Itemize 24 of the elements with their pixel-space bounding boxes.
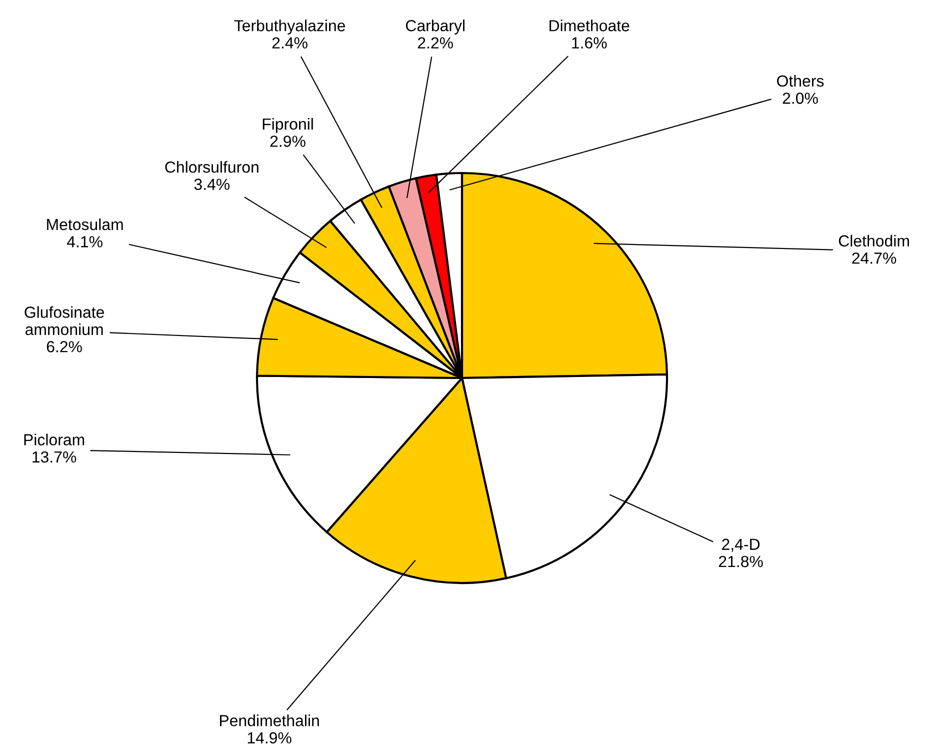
slice-label: Others [777,74,824,87]
data-label: 1.6% [572,37,607,49]
data-label: 4.1% [66,236,102,248]
data-label: 13.7% [32,451,76,463]
data-label: 2.9% [270,136,306,147]
data-label: 14.9% [248,732,292,744]
slice-label: 2,4-D [722,538,760,552]
slice-label: Carbaryl [406,20,464,34]
data-label: 24.7% [852,252,896,264]
data-label: 3.4% [194,178,230,190]
data-label: 2.4% [272,37,308,48]
data-label: 2.0% [782,92,818,104]
data-label: 6.2% [46,341,82,352]
slice-label: Pendimethalin [220,714,319,726]
slice-label: Dimethoate [550,20,630,32]
slice-label: Picloram [24,434,84,446]
slice-label: Metosulam [47,218,123,230]
data-label: 21.8% [718,556,763,568]
data-label: 2.2% [418,37,453,48]
slice-label: Terbuthyalazine [234,20,346,34]
slice-label: Chlorsulfuron [165,161,258,173]
slice-label: Fipronil [262,118,313,133]
slice-label: Clethodim [838,234,909,247]
slice-label: Glufosinate ammonium [24,306,104,336]
